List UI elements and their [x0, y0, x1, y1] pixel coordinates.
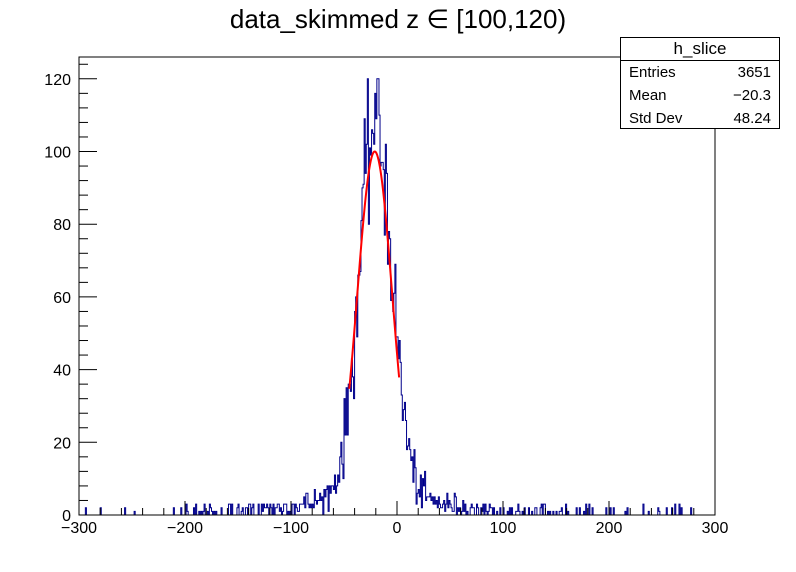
stats-mean-label: Mean [629, 87, 667, 104]
x-tick-label: 100 [490, 520, 517, 537]
stats-entries-row: Entries 3651 [621, 61, 779, 84]
y-tick-label: 60 [53, 290, 71, 307]
fit-curve-layer [348, 150, 401, 389]
stats-stddev-label: Std Dev [629, 110, 683, 127]
y-tick-label: 80 [53, 217, 71, 234]
y-tick-label: 0 [62, 508, 71, 525]
x-tick-label: 300 [702, 520, 729, 537]
fit-curve [348, 150, 401, 389]
x-tick-label: 0 [393, 520, 402, 537]
x-tick-label: −300 [61, 520, 97, 537]
stats-entries-value: 3651 [737, 64, 771, 81]
y-tick-label: 20 [53, 435, 71, 452]
stats-stddev-value: 48.24 [733, 110, 771, 127]
x-tick-label: −200 [167, 520, 203, 537]
stats-mean-row: Mean −20.3 [621, 84, 779, 107]
stats-stddev-row: Std Dev 48.24 [621, 107, 779, 130]
stats-entries-label: Entries [629, 64, 676, 81]
y-tick-label: 120 [44, 72, 71, 89]
y-tick-label: 40 [53, 363, 71, 380]
histogram-bars [79, 78, 715, 516]
chart-title: data_skimmed z ∈ [100,120) [229, 4, 567, 34]
y-tick-label: 100 [44, 145, 71, 162]
x-tick-label: −100 [273, 520, 309, 537]
stats-mean-value: −20.3 [733, 87, 771, 104]
x-tick-label: 200 [596, 520, 623, 537]
stats-box: h_slice Entries 3651 Mean −20.3 Std Dev … [620, 37, 780, 129]
histogram-outline [79, 78, 715, 516]
stats-box-name: h_slice [621, 38, 779, 61]
axes: −300 −200 −100 0 100 200 300 0 20 40 60 80 100 120 [44, 56, 729, 537]
